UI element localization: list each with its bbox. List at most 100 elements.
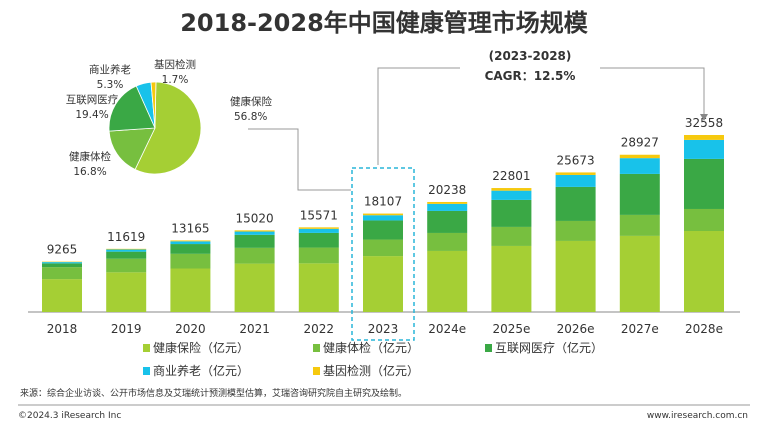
total-label: 9265 <box>47 243 78 257</box>
bar-segment <box>363 213 403 216</box>
bar-segment <box>491 199 532 227</box>
total-label: 15020 <box>236 211 274 225</box>
bar-segment <box>619 158 660 174</box>
pie-label: 互联网医疗 <box>66 93 119 106</box>
copyright: ©2024.3 iResearch Inc <box>18 411 121 421</box>
bar-segment <box>298 228 339 233</box>
x-tick-label: 2023 <box>368 322 399 336</box>
bar-segment <box>363 239 403 257</box>
bar-segment <box>106 272 147 312</box>
bar-segment <box>684 158 724 209</box>
bar-segment <box>555 172 596 175</box>
x-tick-label: 2019 <box>111 322 142 336</box>
bar-segment <box>42 267 82 280</box>
total-label: 13165 <box>171 221 209 235</box>
bar-segment <box>42 263 82 268</box>
bar-segment <box>491 190 532 200</box>
x-tick-label: 2024e <box>428 322 466 336</box>
bar-segment <box>170 253 211 269</box>
website: www.iresearch.com.cn <box>647 411 748 421</box>
pie-callout-line <box>248 128 351 191</box>
x-tick-label: 2022 <box>304 322 335 336</box>
pie-slice <box>108 85 156 132</box>
legend-swatch <box>485 344 492 352</box>
bar-segment <box>684 139 724 159</box>
x-tick-label: 2027e <box>621 322 659 336</box>
legend-swatch <box>143 367 150 375</box>
bar-segment <box>491 188 532 191</box>
bar-segment <box>42 279 82 312</box>
x-tick-label: 2020 <box>175 322 206 336</box>
bar-segment <box>555 240 596 312</box>
legend-label: 健康保险（亿元） <box>153 340 249 355</box>
bar-segment <box>42 262 82 264</box>
legend-label: 商业养老（亿元） <box>153 363 249 378</box>
x-tick-label: 2021 <box>239 322 270 336</box>
bar-segment <box>555 220 596 241</box>
bar-segment <box>427 250 468 312</box>
bar-segment <box>234 234 275 248</box>
bar-segment <box>619 214 660 236</box>
bar-segment <box>363 256 403 312</box>
bar-segment <box>363 220 403 240</box>
legend-swatch <box>143 344 150 352</box>
x-tick-label: 2025e <box>492 322 530 336</box>
total-label: 32558 <box>685 116 723 130</box>
total-label: 22801 <box>492 169 530 183</box>
source-note: 来源：综合企业访谈、公开市场信息及艾瑞统计预测模型估算，艾瑞咨询研究院自主研究及… <box>20 387 407 399</box>
bar-segment <box>427 210 468 233</box>
bar-segment <box>298 263 339 312</box>
bar-segment <box>298 247 339 264</box>
cagr-bracket-left <box>377 67 460 165</box>
pie-pct-label: 56.8% <box>234 111 267 123</box>
bar-segment <box>619 154 660 159</box>
cagr-period: (2023-2028) <box>489 49 572 63</box>
total-label: 18107 <box>364 195 402 209</box>
pie-label: 健康体检 <box>69 150 111 163</box>
x-tick-label: 2028e <box>685 322 723 336</box>
bar-segment <box>106 248 147 250</box>
bar-segment <box>298 227 339 229</box>
bar-segment <box>234 231 275 235</box>
bar-segment <box>234 230 275 232</box>
legend-label: 基因检测（亿元） <box>323 363 419 378</box>
pie-label: 商业养老 <box>89 63 131 76</box>
bar-segment <box>106 251 147 259</box>
cagr-bracket-right <box>600 67 705 118</box>
bar-segment <box>555 174 596 187</box>
bar-segment <box>427 203 468 211</box>
bar-segment <box>234 247 275 264</box>
legend-swatch <box>313 344 320 352</box>
bar-segment <box>170 240 211 242</box>
legend-label: 互联网医疗（亿元） <box>495 340 603 355</box>
bar-segment <box>170 244 211 254</box>
total-label: 11619 <box>107 230 145 244</box>
pie-pct-label: 1.7% <box>162 74 189 86</box>
legend-label: 健康体检（亿元） <box>323 340 419 355</box>
highlight-box <box>351 167 415 341</box>
bar-segment <box>684 230 724 312</box>
cagr-arrow <box>700 114 708 121</box>
total-label: 25673 <box>557 153 595 167</box>
total-label: 15571 <box>300 208 338 222</box>
chart-title: 2018-2028年中国健康管理市场规模 <box>180 9 589 37</box>
total-label: 20238 <box>428 183 466 197</box>
pie-label: 健康保险 <box>230 95 272 108</box>
bar-segment <box>619 235 660 312</box>
bar-segment <box>106 258 147 273</box>
bar-segment <box>363 215 403 221</box>
pie-slice <box>108 127 156 171</box>
pie-pct-label: 5.3% <box>97 79 124 91</box>
bar-segment <box>170 268 211 312</box>
bar-segment <box>619 173 660 215</box>
bar-segment <box>234 263 275 312</box>
bar-segment <box>298 232 339 248</box>
pie-pct-label: 19.4% <box>75 109 108 121</box>
bar-segment <box>491 226 532 246</box>
bar-segment <box>684 208 724 231</box>
bar-segment <box>491 245 532 312</box>
pie-label: 基因检测 <box>154 58 196 71</box>
bar-segment <box>427 232 468 251</box>
pie-slice <box>150 81 157 129</box>
